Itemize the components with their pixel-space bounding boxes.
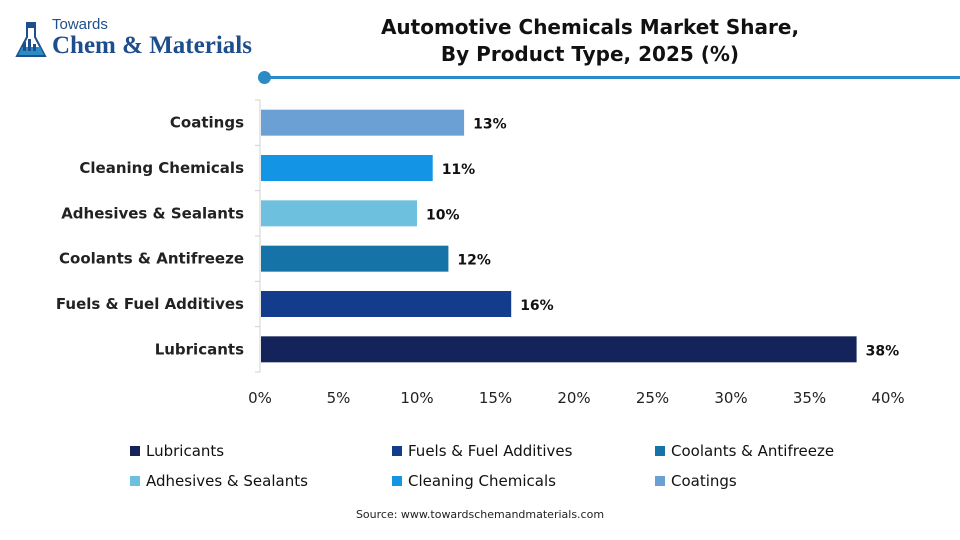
data-label: 13% bbox=[473, 117, 507, 133]
x-tick-label: 5% bbox=[327, 389, 351, 407]
x-tick-label: 10% bbox=[400, 389, 433, 407]
legend-label: Coatings bbox=[671, 472, 737, 490]
category-label: Adhesives & Sealants bbox=[61, 204, 244, 222]
bar bbox=[261, 336, 857, 363]
legend-label: Lubricants bbox=[146, 442, 225, 460]
chart-legend: Lubricants Fuels & Fuel Additives Coolan… bbox=[130, 442, 930, 502]
x-tick-label: 20% bbox=[557, 389, 590, 407]
category-label: Fuels & Fuel Additives bbox=[56, 295, 244, 313]
data-label: 38% bbox=[866, 343, 900, 359]
category-label: Cleaning Chemicals bbox=[79, 159, 244, 177]
bar bbox=[261, 291, 512, 317]
flask-icon bbox=[15, 22, 47, 57]
chart-title-line2: By Product Type, 2025 (%) bbox=[440, 42, 740, 66]
category-label: Coatings bbox=[170, 114, 244, 132]
data-label: 10% bbox=[426, 207, 460, 223]
legend-item: Adhesives & Sealants bbox=[130, 472, 308, 490]
legend-label: Cleaning Chemicals bbox=[408, 472, 556, 490]
data-label: 12% bbox=[457, 253, 491, 269]
brand-logo: Towards Chem & Materials bbox=[14, 14, 254, 70]
legend-item: Cleaning Chemicals bbox=[392, 472, 556, 490]
bar bbox=[261, 245, 449, 272]
logo-line2: Chem & Materials bbox=[52, 32, 252, 59]
bar-chart: Coatings 13% Cleaning Chemicals 11% Adhesive… bbox=[56, 99, 905, 407]
bar bbox=[261, 109, 465, 136]
legend-item: Coatings bbox=[655, 472, 737, 490]
legend-label: Fuels & Fuel Additives bbox=[408, 442, 573, 460]
header-divider bbox=[264, 76, 960, 79]
x-tick-label: 40% bbox=[871, 389, 904, 407]
data-label: 16% bbox=[520, 298, 554, 314]
legend-label: Adhesives & Sealants bbox=[146, 472, 308, 490]
legend-item: Fuels & Fuel Additives bbox=[392, 442, 572, 460]
legend-swatch bbox=[655, 476, 665, 486]
chart-title: Automotive Chemicals Market Share, By Pr… bbox=[340, 14, 840, 68]
x-tick-label: 30% bbox=[714, 389, 747, 407]
x-tick-label: 0% bbox=[248, 389, 272, 407]
x-tick-label: 35% bbox=[793, 389, 826, 407]
legend-item: Lubricants bbox=[130, 442, 224, 460]
x-tick-label: 15% bbox=[479, 389, 512, 407]
legend-swatch bbox=[130, 446, 140, 456]
bar bbox=[261, 200, 417, 227]
legend-swatch bbox=[392, 446, 402, 456]
category-label: Coolants & Antifreeze bbox=[59, 250, 244, 268]
legend-label: Coolants & Antifreeze bbox=[671, 442, 835, 460]
x-tick-label: 25% bbox=[636, 389, 669, 407]
legend-swatch bbox=[130, 476, 140, 486]
chart-title-line1: Automotive Chemicals Market Share, bbox=[380, 15, 800, 39]
source-note: Source: www.towardschemandmaterials.com bbox=[355, 508, 605, 521]
legend-swatch bbox=[655, 446, 665, 456]
logo-line1: Towards bbox=[52, 16, 108, 33]
legend-swatch bbox=[392, 476, 402, 486]
bar bbox=[261, 155, 433, 181]
data-label: 11% bbox=[442, 162, 476, 178]
legend-item: Coolants & Antifreeze bbox=[655, 442, 834, 460]
category-label: Lubricants bbox=[155, 340, 244, 358]
